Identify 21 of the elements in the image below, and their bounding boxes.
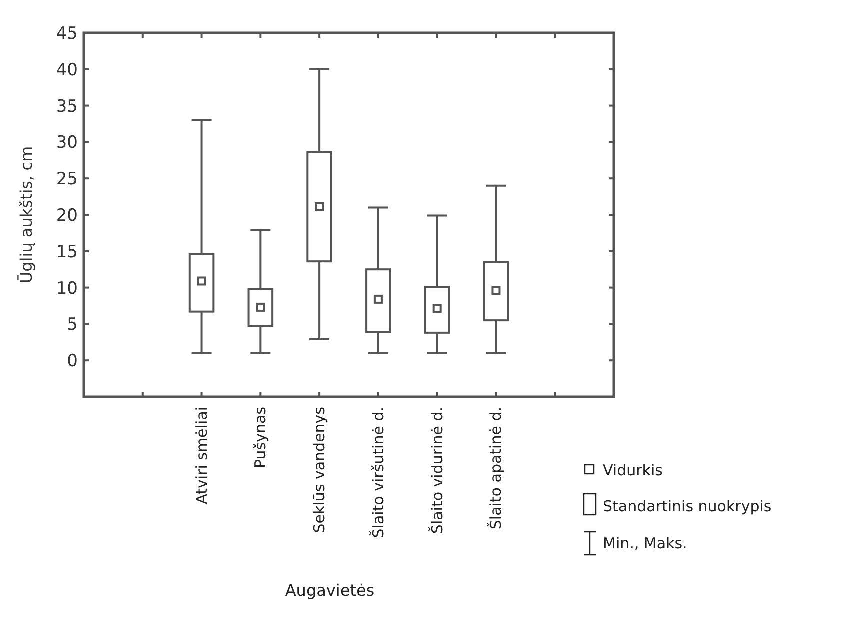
x-tick-label: Šlaito vidurinė d. <box>428 407 446 534</box>
x-tick-label: Šlaito viršutinė d. <box>369 407 388 538</box>
y-tick-label: 10 <box>56 278 78 299</box>
y-tick-label: 20 <box>56 206 78 226</box>
y-tick-label: 15 <box>56 242 78 262</box>
text: Min., Maks. <box>603 534 688 552</box>
x-axis-title: Augavietės <box>285 581 375 600</box>
y-tick-label: 45 <box>56 24 78 44</box>
x-tick-label: Šlaito apatinė d. <box>487 407 506 530</box>
y-tick-label: 40 <box>56 60 78 80</box>
text: Standartinis nuokrypis <box>603 497 772 516</box>
y-tick-label: 35 <box>56 96 78 117</box>
y-axis-title: Ūglių aukštis, cm <box>17 146 36 284</box>
text: Vidurkis <box>603 461 664 480</box>
x-tick-label: Seklūs vandenys <box>310 406 329 534</box>
y-tick-label: 25 <box>56 170 78 190</box>
y-tick-label: 5 <box>67 315 78 336</box>
y-tick-label: 0 <box>67 352 78 372</box>
y-tick-label: 30 <box>56 133 78 154</box>
x-tick-label: Pušynas <box>252 406 270 468</box>
x-tick-label: Atviri smėliai <box>192 407 211 504</box>
